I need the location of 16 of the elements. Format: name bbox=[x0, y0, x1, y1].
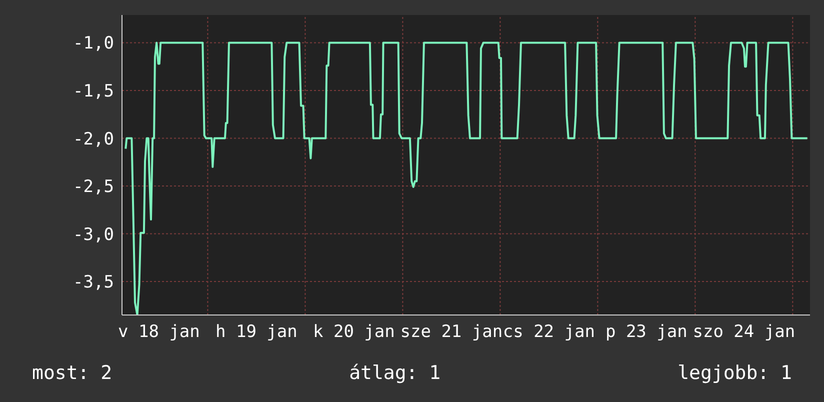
y-tick-label: -1,0 bbox=[73, 34, 114, 54]
x-tick-label: szo 24 jan bbox=[692, 322, 796, 342]
y-tick-label: -2,5 bbox=[73, 177, 114, 198]
y-tick-label: -1,5 bbox=[73, 82, 114, 102]
x-tick-label: v 18 jan bbox=[118, 322, 200, 342]
y-tick-label: -3,0 bbox=[73, 224, 114, 245]
text: átlag: 1 bbox=[349, 362, 441, 384]
x-tick-label: h 19 jan bbox=[216, 322, 298, 342]
x-tick-label: p 23 jan bbox=[605, 322, 688, 342]
y-tick-label: -3,5 bbox=[73, 272, 114, 293]
x-tick-label: k 20 jan bbox=[313, 322, 395, 342]
x-tick-label: sze 21 jan bbox=[400, 322, 503, 342]
text: most: 2 bbox=[32, 362, 112, 384]
y-tick-label: -2,0 bbox=[73, 129, 114, 150]
text: legjobb: 1 bbox=[678, 362, 792, 384]
x-tick-label: cs 22 jan bbox=[502, 322, 595, 342]
